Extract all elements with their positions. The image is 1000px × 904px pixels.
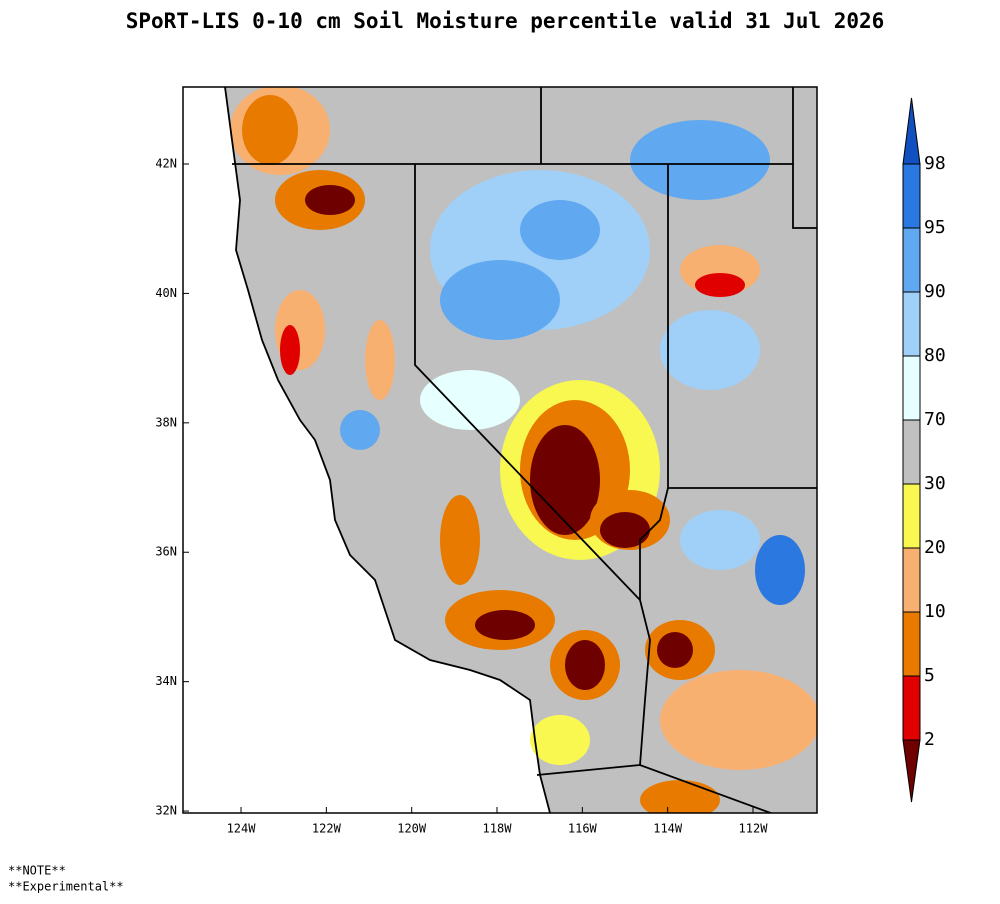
colorbar-label: 30 (924, 473, 946, 494)
colorbar-label: 2 (924, 729, 935, 750)
y-tick-label: 40N (155, 286, 177, 300)
ticks: 124W 122W 120W 118W 116W 114W 112W 42N 40N 38N 36N… (155, 157, 768, 836)
map-frame (182, 86, 818, 814)
colorbar-label: 5 (924, 665, 935, 686)
colorbar-box (902, 547, 921, 613)
note: **NOTE** (8, 864, 66, 878)
x-tick-label: 116W (568, 822, 598, 836)
y-tick-label: 34N (155, 674, 177, 688)
colorbar-box (902, 419, 921, 485)
title: SPoRT-LIS 0-10 cm Soil Moisture percenti… (126, 9, 885, 33)
colorbar-label: 70 (924, 409, 946, 430)
colorbar-box (902, 227, 921, 293)
y-tick-label: 42N (155, 157, 177, 171)
colorbar-box (902, 611, 921, 677)
x-tick-label: 124W (227, 822, 257, 836)
colorbar-box (902, 163, 921, 229)
colorbar-box (902, 483, 921, 549)
colorbar-label: 98 (924, 153, 946, 174)
map-field (183, 87, 817, 813)
x-tick-label: 120W (397, 822, 427, 836)
colorbar-label: 20 (924, 537, 946, 558)
colorbar-box (902, 355, 921, 421)
y-tick-label: 32N (155, 804, 177, 818)
y-tick-label: 38N (155, 415, 177, 429)
colorbar: 2 5 10 20 30 70 80 90 95 98 (902, 97, 946, 803)
colorbar-arrow (902, 739, 921, 803)
note: **Experimental** (8, 880, 124, 894)
borders (224, 87, 817, 813)
colorbar-arrow (902, 97, 921, 165)
colorbar-label: 90 (924, 281, 946, 302)
y-tick-label: 36N (155, 545, 177, 559)
colorbar-label: 10 (924, 601, 946, 622)
colorbar-box (902, 291, 921, 357)
colorbar-box (902, 675, 921, 741)
x-tick-label: 114W (653, 822, 683, 836)
x-tick-label: 118W (483, 822, 513, 836)
x-tick-label: 112W (739, 822, 769, 836)
colorbar-label: 95 (924, 217, 946, 238)
colorbar-label: 80 (924, 345, 946, 366)
moisture-blobs (230, 87, 817, 813)
x-tick-label: 122W (312, 822, 342, 836)
